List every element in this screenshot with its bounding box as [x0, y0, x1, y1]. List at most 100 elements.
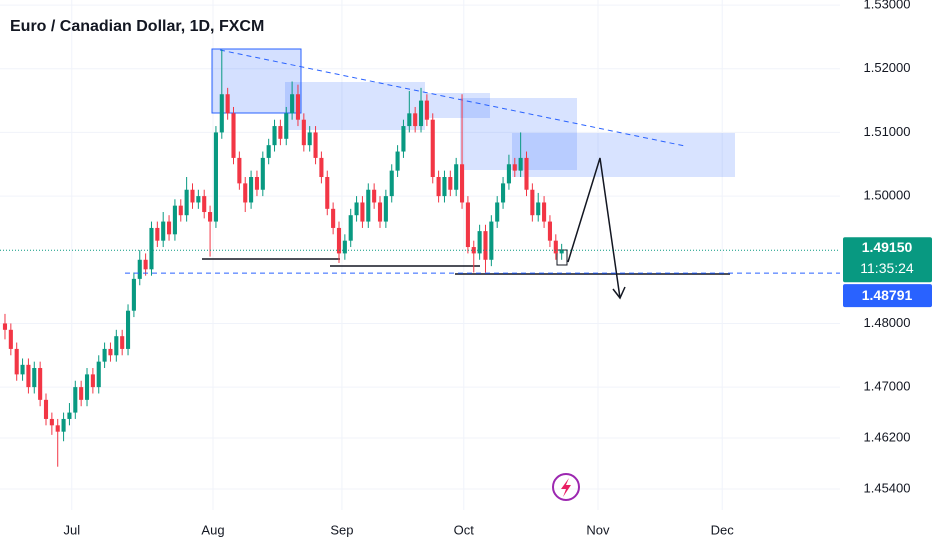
x-tick-label: Nov	[586, 522, 610, 537]
x-tick-label: Oct	[454, 522, 475, 537]
candle-body	[413, 113, 418, 127]
candle-body	[331, 208, 336, 228]
candle-body	[61, 418, 66, 432]
candle-body	[336, 227, 342, 254]
chart-title: Euro / Canadian Dollar, 1D, FXCM	[10, 18, 264, 35]
candle-body	[14, 348, 19, 375]
candle-body	[501, 183, 506, 203]
zone-box	[425, 93, 490, 118]
candle-body	[290, 94, 295, 114]
arrow-head	[612, 286, 626, 300]
candle-body	[512, 164, 517, 171]
candle-body	[436, 177, 441, 197]
candle-body	[155, 227, 160, 241]
candle-body	[284, 113, 289, 139]
candle-body	[342, 240, 347, 254]
candle-body	[219, 94, 224, 133]
candle-body	[254, 177, 260, 190]
candle-body	[530, 189, 535, 216]
candle-body	[237, 157, 242, 184]
candle-body	[143, 259, 148, 270]
logo-icon	[552, 473, 580, 501]
candle-body	[442, 177, 447, 197]
alert-price-label: 1.48791	[862, 287, 913, 303]
drawings	[202, 48, 735, 300]
candle-body	[407, 113, 412, 127]
candle-body	[108, 348, 113, 356]
y-tick-label: 1.52000	[864, 60, 911, 75]
candle-body	[55, 425, 60, 432]
candle-body	[553, 240, 558, 254]
candle-body	[325, 177, 330, 209]
y-tick-label: 1.50000	[864, 188, 911, 203]
candle-body	[243, 183, 248, 203]
candle-body	[559, 250, 564, 254]
candle-body	[471, 247, 476, 254]
last-price-label: 1.49150	[862, 239, 913, 255]
candle-body	[32, 368, 37, 388]
x-tick-label: Aug	[201, 522, 224, 537]
candle-body	[372, 189, 377, 203]
candle-body	[360, 202, 365, 222]
candle-body	[483, 231, 488, 260]
y-tick-label: 1.51000	[864, 124, 911, 139]
candle-body	[301, 119, 306, 146]
candle-body	[231, 113, 236, 158]
candle-body	[459, 164, 465, 203]
candle-body	[454, 164, 459, 190]
zone-box	[512, 133, 735, 177]
candle-body	[213, 132, 218, 222]
icon-bolt	[561, 478, 571, 497]
candle-body	[73, 387, 78, 413]
projection-arrow	[567, 157, 621, 299]
candle-body	[272, 126, 277, 146]
candle-body	[401, 126, 406, 152]
candle-body	[448, 177, 453, 190]
candle-body	[307, 132, 312, 146]
candle-body	[389, 170, 394, 197]
candle-body	[424, 100, 429, 120]
candle-body	[202, 196, 207, 213]
candle-body	[149, 227, 154, 270]
candle-body	[295, 94, 301, 120]
y-tick-label: 1.47000	[864, 379, 911, 394]
candle-body	[249, 177, 254, 203]
zone-box	[285, 82, 425, 130]
candle-body	[547, 221, 552, 241]
candle-body	[131, 278, 136, 311]
candle-body	[536, 202, 541, 216]
candle-body	[114, 336, 119, 356]
x-tick-label: Sep	[330, 522, 353, 537]
candle-body	[49, 418, 54, 426]
candle-body	[178, 205, 183, 216]
candle-body	[67, 412, 72, 419]
candle-body	[383, 196, 388, 222]
candle-body	[184, 189, 189, 216]
candle-body	[196, 196, 201, 203]
candle-body	[20, 364, 25, 375]
candle-body	[495, 202, 500, 222]
y-tick-label: 1.46200	[864, 429, 911, 444]
candle-body	[84, 374, 90, 400]
candle-body	[43, 399, 49, 419]
countdown-label: 11:35:24	[860, 260, 914, 276]
x-tick-label: Dec	[711, 522, 735, 537]
candle-body	[161, 221, 166, 241]
candle-body	[278, 126, 283, 139]
y-tick-label: 1.48000	[864, 315, 911, 330]
candle-body	[377, 202, 383, 222]
candle-body	[137, 259, 142, 279]
candle-body	[8, 329, 13, 349]
candle-body	[518, 157, 523, 171]
candle-body	[489, 221, 494, 260]
candle-body	[102, 348, 107, 362]
candle-body	[120, 336, 125, 349]
x-tick-label: Jul	[63, 522, 80, 537]
candle-body	[465, 202, 470, 248]
candle-body	[418, 100, 424, 127]
candle-body	[266, 145, 271, 158]
candle-body	[26, 364, 31, 388]
candle-body	[38, 368, 43, 400]
candle-body	[260, 157, 265, 190]
y-tick-label: 1.53000	[864, 0, 911, 12]
